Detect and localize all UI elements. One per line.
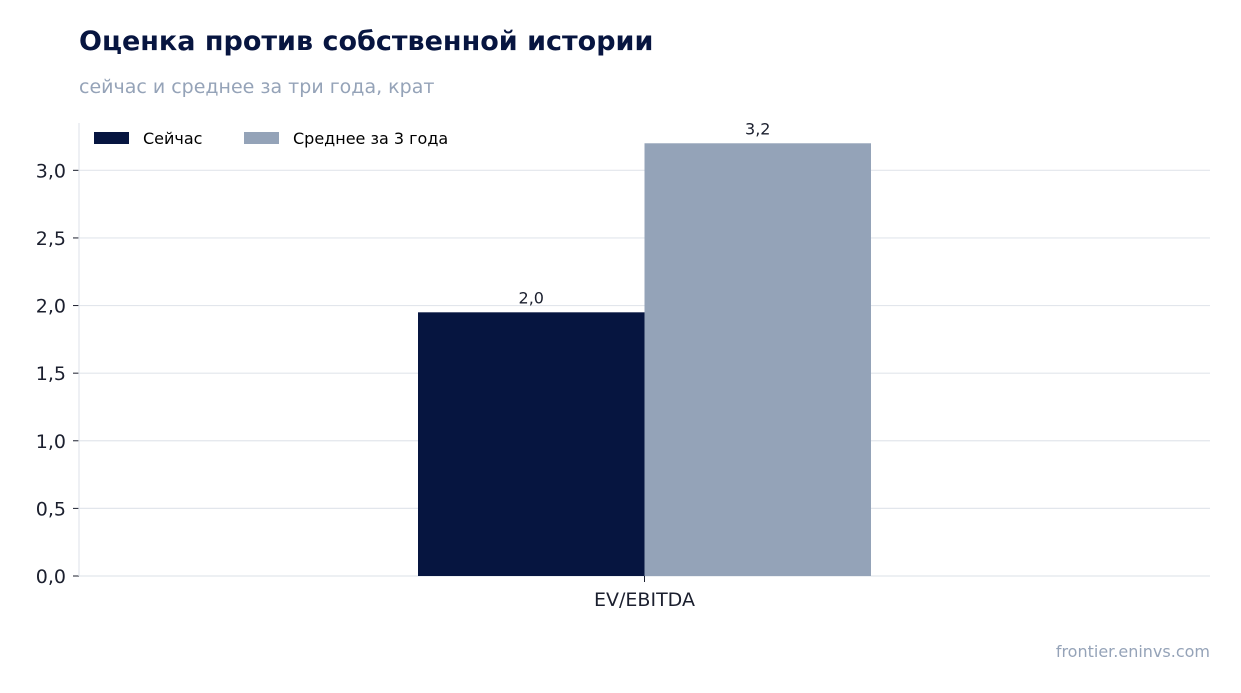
source-label: frontier.eninvs.com xyxy=(1055,642,1210,661)
bar-current xyxy=(418,312,645,576)
y-tick-label: 0,5 xyxy=(36,498,66,520)
legend-label: Среднее за 3 года xyxy=(293,129,448,148)
bar-average xyxy=(644,143,871,577)
legend-label: Сейчас xyxy=(143,129,202,148)
data-label: 3,2 xyxy=(745,119,770,138)
legend-swatch xyxy=(94,132,129,144)
y-tick-label: 1,5 xyxy=(36,363,66,385)
chart-subtitle: сейчас и среднее за три года, крат xyxy=(79,76,435,98)
data-label: 2,0 xyxy=(519,288,544,307)
legend-swatch xyxy=(244,132,279,144)
y-tick-label: 1,0 xyxy=(36,431,66,453)
y-tick-label: 2,0 xyxy=(36,296,66,318)
x-tick-label: EV/EBITDA xyxy=(594,589,695,611)
y-tick-label: 0,0 xyxy=(36,566,66,588)
y-tick-label: 2,5 xyxy=(36,228,66,250)
y-tick-label: 3,0 xyxy=(36,160,66,182)
chart-title: Оценка против собственной истории xyxy=(79,26,654,57)
